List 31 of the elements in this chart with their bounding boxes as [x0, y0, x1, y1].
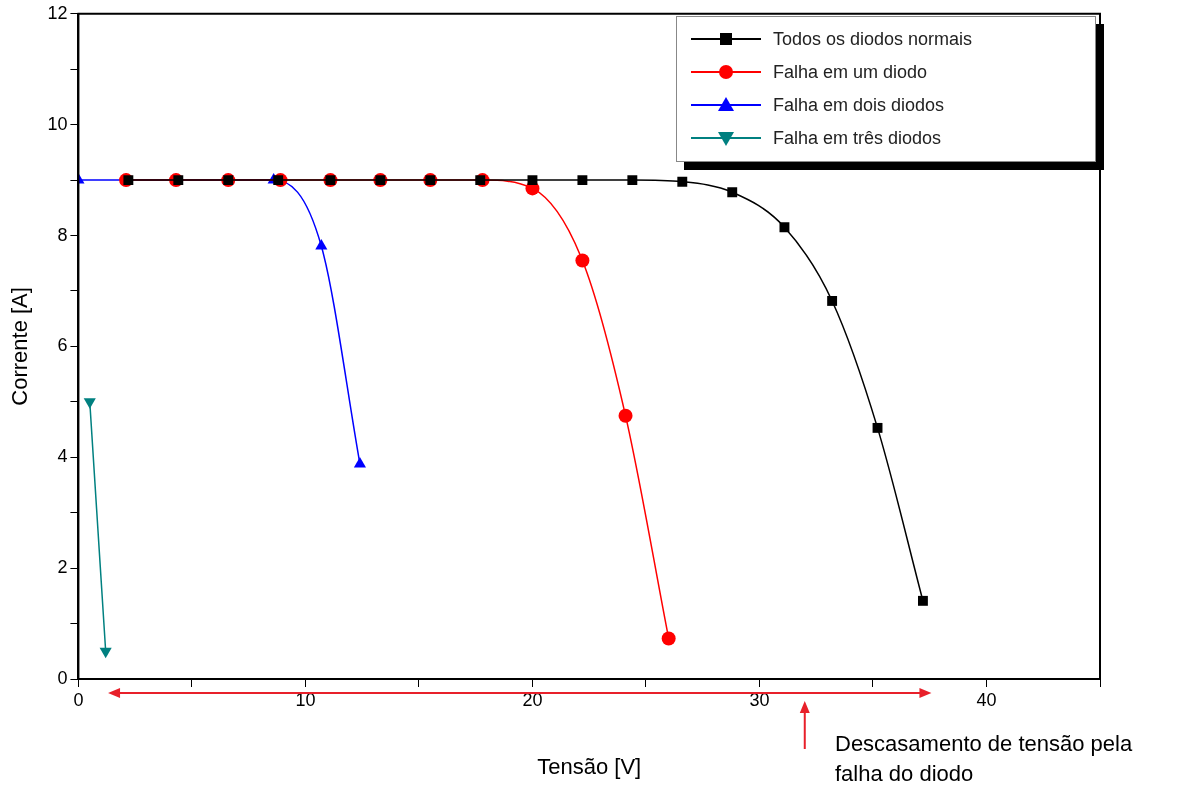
x-tick-label: 0 — [73, 689, 84, 710]
point — [827, 296, 838, 306]
legend-label: Falha em dois diodos — [773, 94, 945, 116]
y-tick-label: 8 — [57, 224, 68, 245]
point — [273, 175, 284, 186]
point — [315, 239, 328, 250]
point — [618, 408, 633, 423]
y-tick-label: 12 — [47, 2, 68, 23]
point — [577, 175, 588, 186]
point — [872, 422, 883, 433]
legend-label: Falha em um diodo — [773, 61, 928, 83]
point — [677, 176, 688, 187]
text: Descasamento de tensão pela falha do diodo — [835, 730, 1134, 788]
y-tick-label: 6 — [57, 335, 68, 356]
point — [575, 253, 590, 268]
y-tick-label: 2 — [57, 557, 68, 578]
point — [727, 187, 738, 198]
point — [475, 175, 486, 186]
y-tick-label: 0 — [57, 667, 68, 688]
legend-label: Falha em três diodos — [773, 127, 942, 149]
x-tick-label: 40 — [976, 689, 997, 710]
y-tick-label: 10 — [47, 113, 68, 134]
x-axis-title: Tensão [V] — [537, 753, 642, 779]
point — [661, 631, 676, 646]
legend-label: Todos os diodos normais — [773, 28, 973, 50]
point — [779, 222, 790, 233]
point — [527, 175, 538, 186]
point — [917, 595, 928, 606]
point — [627, 175, 638, 186]
y-axis-title: Corrente [A] — [7, 287, 33, 406]
y-tick-label: 4 — [57, 446, 68, 467]
